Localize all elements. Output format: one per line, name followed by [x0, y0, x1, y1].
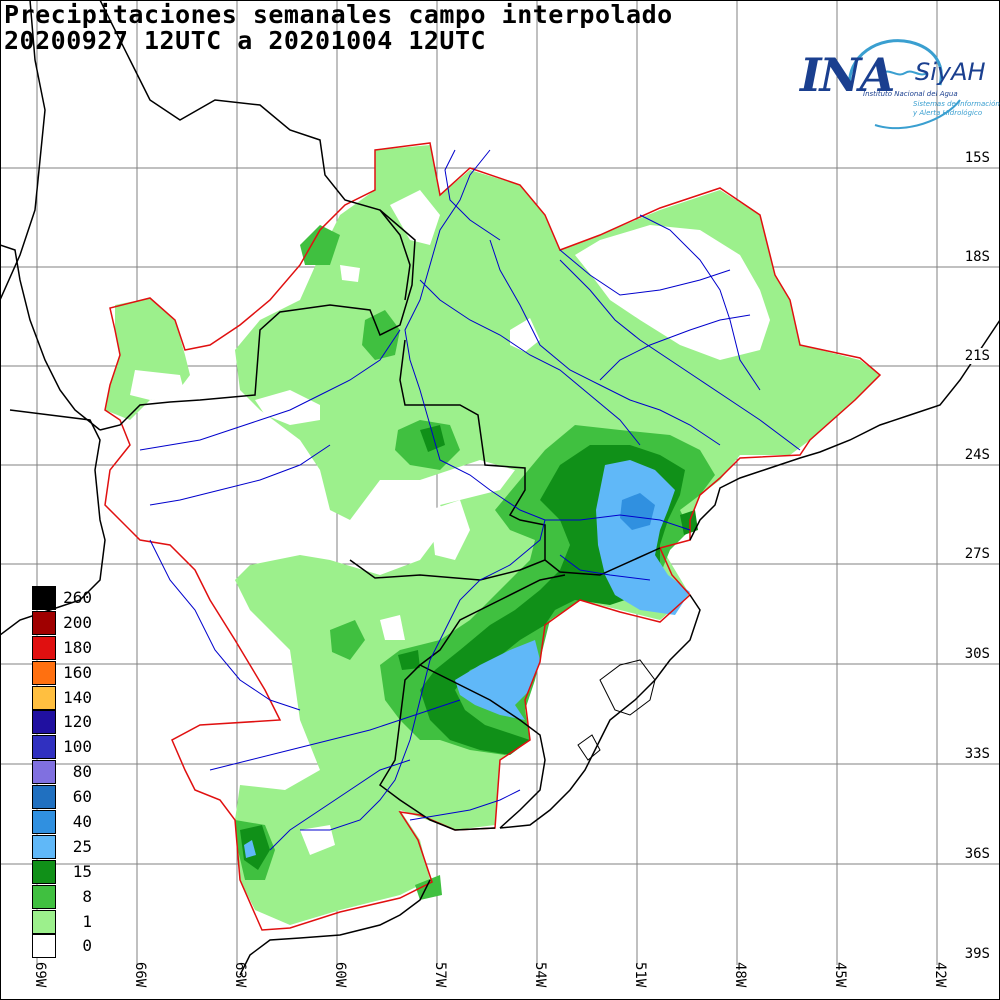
lon-label-66w: 66W — [132, 962, 148, 988]
legend-row: 1 — [30, 909, 110, 935]
lon-label-57w: 57W — [432, 962, 448, 988]
legend-swatch — [32, 685, 56, 710]
legend-value: 120 — [63, 712, 92, 732]
lon-label-48w: 48W — [732, 962, 748, 988]
legend-swatch — [32, 586, 56, 610]
lon-label-51w: 51W — [632, 962, 648, 988]
legend-value: 260 — [63, 588, 92, 607]
legend-swatch — [32, 635, 56, 660]
lat-label-27s: 27S — [962, 546, 992, 562]
lat-label-30s: 30S — [962, 646, 992, 662]
coastal-lagoons — [577, 659, 656, 761]
legend-swatch — [32, 834, 56, 859]
legend-swatch — [32, 710, 56, 735]
lon-label-69w: 69W — [32, 962, 48, 988]
lat-label-36s: 36S — [962, 846, 992, 862]
legend-swatch — [32, 660, 56, 685]
legend-row: 80 — [30, 760, 110, 785]
legend-value: 15 — [72, 861, 92, 881]
precip-field-0mm — [130, 190, 770, 855]
legend-value: 180 — [63, 637, 92, 657]
legend-swatch — [32, 859, 56, 884]
legend-swatch — [32, 810, 56, 835]
lon-label-42w: 42W — [932, 962, 948, 988]
legend-value: 0 — [82, 936, 92, 956]
basin-outline — [104, 142, 882, 931]
logo-tagline-1: Sistemas de Información — [913, 100, 1000, 108]
logo-brand: INA — [800, 48, 895, 102]
legend-row: 200 — [30, 610, 110, 636]
legend-row: 180 — [30, 635, 110, 661]
legend-value: 1 — [82, 911, 92, 931]
lat-label-33s: 33S — [962, 746, 992, 762]
logo-tagline-2: y Alerta Hidrológico — [913, 109, 983, 117]
legend-value: 80 — [72, 762, 92, 782]
precip-field-40mm — [620, 493, 655, 530]
legend-row: 0 — [30, 934, 110, 959]
legend-value: 200 — [63, 612, 92, 632]
legend-value: 8 — [82, 886, 92, 906]
legend-swatch — [32, 735, 56, 760]
legend-swatch — [32, 909, 56, 934]
legend-row: 25 — [30, 834, 110, 860]
legend-swatch — [32, 884, 56, 909]
legend-row: 15 — [30, 859, 110, 885]
lat-label-39s: 39S — [962, 946, 992, 962]
legend-value: 60 — [72, 787, 92, 807]
legend-swatch — [32, 610, 56, 635]
legend-row: 160 — [30, 660, 110, 686]
legend-row: 120 — [30, 710, 110, 735]
legend-swatch — [32, 934, 56, 959]
logo-system: SiyAH — [915, 58, 986, 86]
legend-row: 8 — [30, 884, 110, 910]
lon-label-60w: 60W — [332, 962, 348, 988]
lat-label-24s: 24S — [962, 447, 992, 463]
map-period: 20200927 12UTC a 20201004 12UTC — [4, 26, 487, 55]
precipitation-legend: 260 200 180 160 140 120 100 80 60 40 25 15 8 1 0 — [30, 586, 110, 959]
map-title: Precipitaciones semanales campo interpol… — [4, 0, 673, 29]
graticule — [0, 0, 1000, 965]
lon-label-63w: 63W — [232, 962, 248, 988]
precip-field-1mm — [105, 145, 880, 925]
lon-label-45w: 45W — [832, 962, 848, 988]
lon-label-54w: 54W — [532, 962, 548, 988]
lat-label-18s: 18S — [962, 249, 992, 265]
lat-label-15s: 15S — [962, 150, 992, 166]
legend-row: 100 — [30, 735, 110, 760]
legend-swatch — [32, 785, 56, 810]
rivers — [139, 149, 801, 851]
legend-value: 40 — [72, 812, 92, 832]
legend-row: 60 — [30, 785, 110, 810]
ina-siyah-logo: INA SiyAH Instituto Nacional del Agua Si… — [795, 30, 1000, 135]
legend-row: 260 — [30, 586, 110, 611]
country-borders — [0, 0, 1000, 976]
legend-swatch — [32, 760, 56, 785]
logo-institution: Instituto Nacional del Agua — [863, 90, 958, 98]
legend-value: 160 — [63, 662, 92, 682]
legend-row: 140 — [30, 685, 110, 711]
legend-value: 25 — [72, 836, 92, 856]
legend-value: 100 — [63, 737, 92, 757]
lat-label-21s: 21S — [962, 348, 992, 364]
logo-swirl-icon — [848, 39, 961, 130]
legend-value: 140 — [63, 687, 92, 707]
legend-row: 40 — [30, 810, 110, 835]
